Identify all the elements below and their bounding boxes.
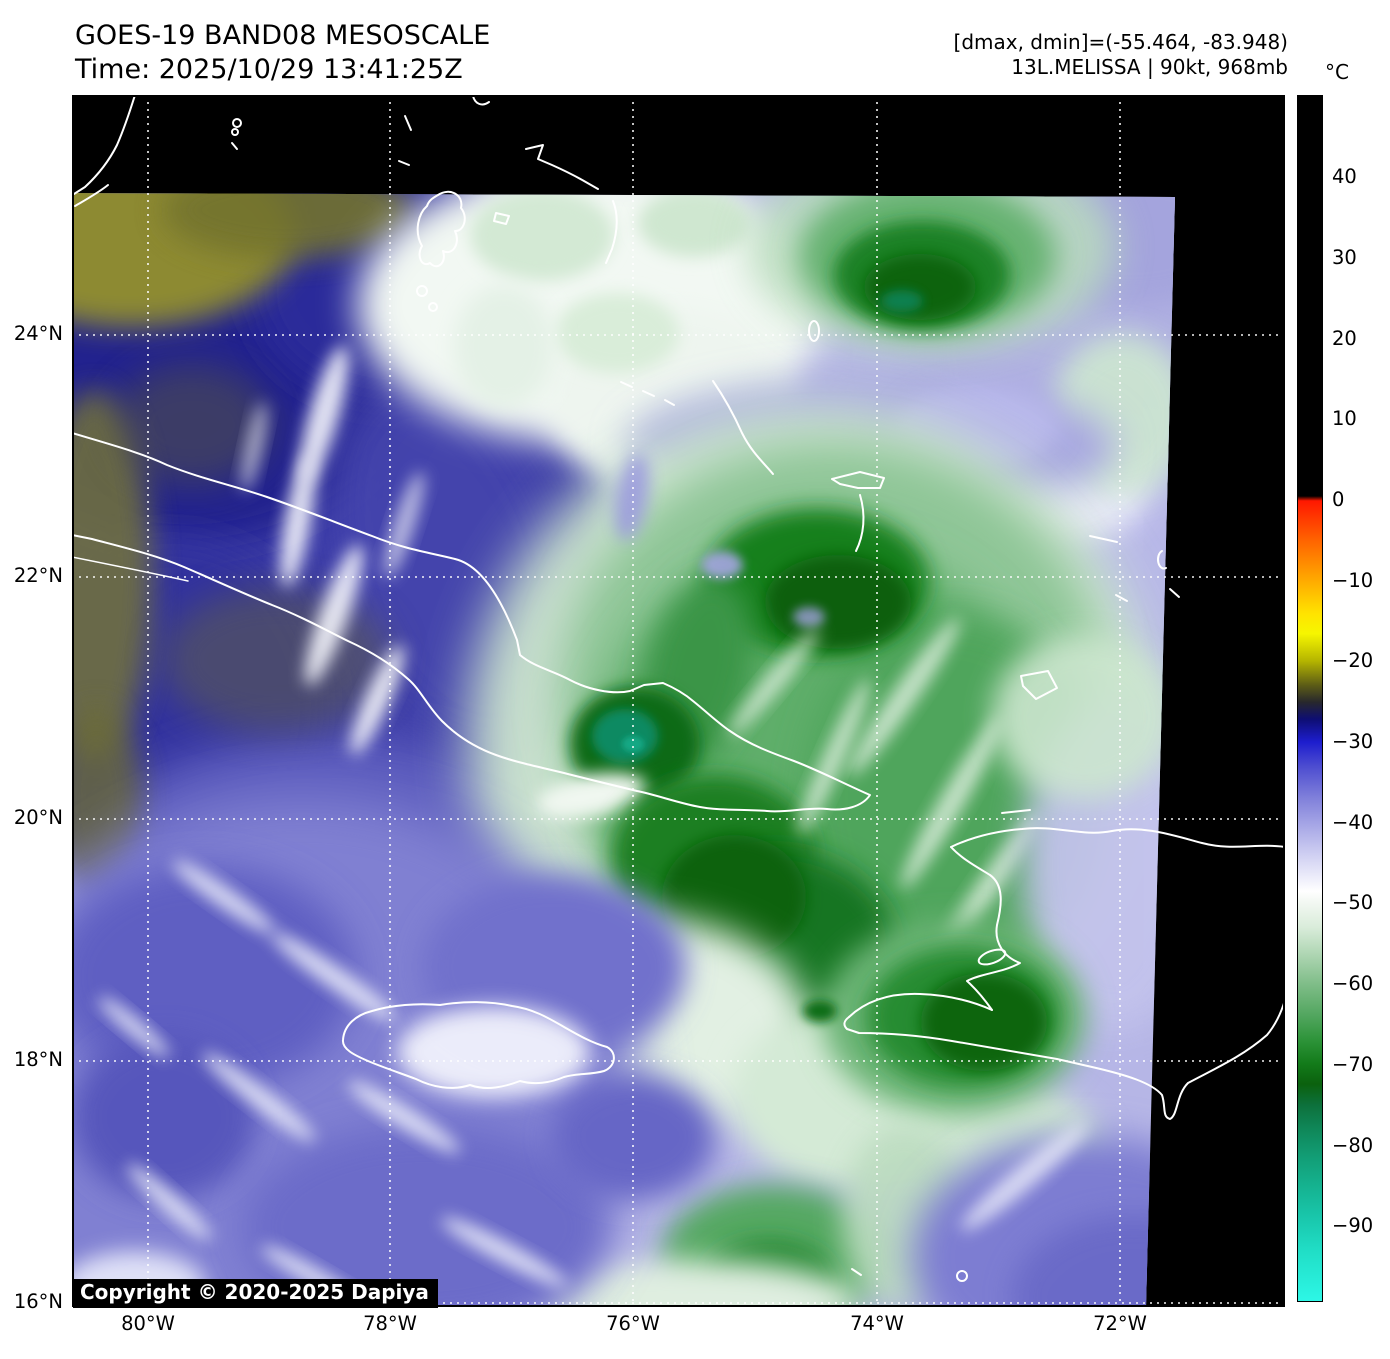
coast-cuba-cays (71, 556, 189, 582)
island-acklins (855, 494, 865, 552)
colorbar-tick-label: −70 (1332, 1053, 1374, 1076)
lon-axis-label: 72°W (1093, 1312, 1147, 1335)
dmax-dmin-readout: [dmax, dmin]=(-55.464, -83.948) (953, 30, 1288, 54)
lat-axis-label: 22°N (13, 564, 63, 587)
coast-haiti-gulf (950, 846, 1021, 1011)
island-cat (605, 200, 618, 264)
colorbar-unit: °C (1325, 60, 1349, 84)
map-canvas (71, 94, 1286, 1307)
colorbar-tick-label: 40 (1332, 165, 1357, 188)
coast-jamaica (341, 1001, 615, 1089)
colorbar-tick-label: −50 (1332, 891, 1374, 914)
colorbar-tick-label: 20 (1332, 327, 1357, 350)
lat-axis-label: 16°N (13, 1290, 63, 1313)
copyright-badge: Copyright © 2020-2025 Dapiya (73, 1279, 438, 1308)
colorbar-tick-label: −10 (1332, 569, 1374, 592)
colorbar-tick-label: −30 (1332, 730, 1374, 753)
storm-readout: 13L.MELISSA | 90kt, 968mb (1011, 55, 1288, 79)
coast-hispaniola-south (843, 999, 1286, 1120)
island-eleuthera (525, 144, 599, 190)
lon-axis-label: 78°W (363, 1312, 417, 1335)
colorbar-tick-label: −20 (1332, 649, 1374, 672)
storm-meta: [dmax, dmin]=(-55.464, -83.948) 13L.MELI… (954, 30, 1288, 80)
colorbar-tick-label: −80 (1332, 1134, 1374, 1157)
lon-axis-label: 80°W (121, 1312, 175, 1335)
lat-axis-label: 24°N (13, 322, 63, 345)
island-san-salvador (808, 320, 820, 342)
colorbar-tick-label: 10 (1332, 407, 1357, 430)
coast-cuba (71, 432, 871, 813)
island-long-island (712, 380, 774, 475)
colorbar-gradient (1297, 95, 1323, 1302)
colorbar-tick-label: 0 (1332, 488, 1345, 511)
coastlines (71, 94, 1286, 1282)
gridlines (72, 95, 1285, 1307)
island-tortue (1001, 809, 1031, 814)
island-gonave (977, 948, 1007, 966)
island-bimini (232, 118, 242, 128)
coast-hispaniola-north (950, 827, 1286, 848)
map-border (72, 95, 1285, 1307)
lat-axis-label: 20°N (13, 806, 63, 829)
coast-florida-keys (74, 184, 109, 207)
island-berry (472, 95, 490, 106)
island-great-inagua (1020, 670, 1058, 700)
coast-tiburon-north (848, 992, 993, 1018)
page-title: GOES-19 BAND08 MESOSCALE (75, 20, 491, 51)
lon-axis-label: 76°W (606, 1312, 660, 1335)
island-turks (1157, 550, 1167, 570)
island-andros (416, 190, 466, 268)
lon-axis-label: 74°W (850, 1312, 904, 1335)
colorbar-tick-label: −40 (1332, 811, 1374, 834)
colorbar-tick-label: −90 (1332, 1214, 1374, 1237)
island-new-providence (493, 212, 510, 225)
colorbar-tick-label: −60 (1332, 972, 1374, 995)
timestamp: Time: 2025/10/29 13:41:25Z (75, 54, 463, 85)
colorbar-tick-label: 30 (1332, 246, 1357, 269)
island-mayaguana (1089, 535, 1118, 543)
satellite-map (71, 94, 1286, 1307)
satellite-imagery (72, 193, 1175, 1307)
lat-axis-label: 18°N (13, 1048, 63, 1071)
coast-florida (73, 94, 136, 195)
island-ragged-cays (620, 381, 675, 406)
island-crooked (831, 471, 885, 489)
